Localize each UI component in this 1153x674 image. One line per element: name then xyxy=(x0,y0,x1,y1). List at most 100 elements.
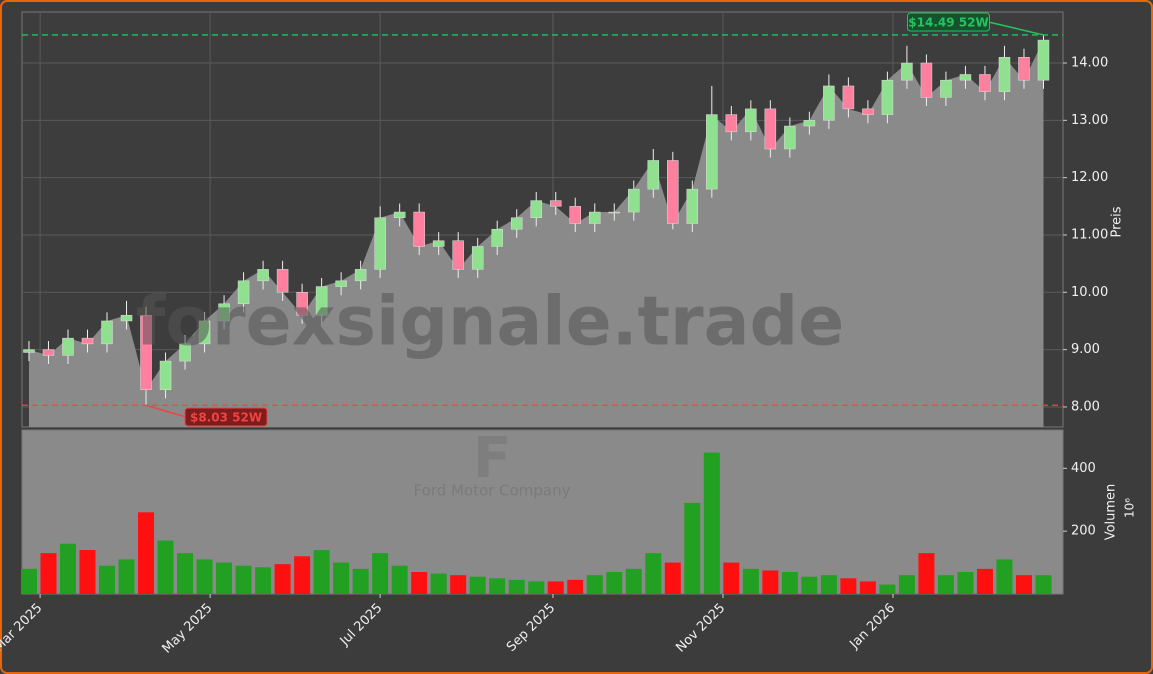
y-tick-label: 9.00 xyxy=(1071,342,1100,357)
volume-bar xyxy=(976,568,993,594)
volume-bar xyxy=(40,553,57,594)
annotation-box xyxy=(184,407,268,427)
candle-body xyxy=(959,74,972,81)
y-tick-label: 12.00 xyxy=(1071,170,1108,185)
volume-axis-label: Volumen xyxy=(1104,484,1119,541)
candle-body xyxy=(276,269,289,293)
volume-bar xyxy=(352,568,369,594)
candle-body xyxy=(81,337,94,345)
candle-body xyxy=(257,269,269,282)
volume-bar xyxy=(781,572,798,594)
annotation-arrow xyxy=(145,404,187,418)
candle-body xyxy=(667,160,679,224)
volume-bar xyxy=(138,512,155,594)
candle-body xyxy=(101,320,113,345)
candle-body xyxy=(784,125,796,150)
volume-bar xyxy=(586,575,603,594)
volume-bar xyxy=(742,568,759,594)
candle-body xyxy=(549,200,562,207)
candle-body xyxy=(179,343,191,362)
volume-bar xyxy=(528,581,545,594)
candle-body xyxy=(764,108,777,150)
annotation-box xyxy=(906,12,990,32)
marks: $14.49 52W $8.03 52W xyxy=(20,12,1063,594)
volume-bar xyxy=(820,575,837,594)
candle-body xyxy=(608,211,621,214)
volume-bar xyxy=(801,576,818,594)
candle-body xyxy=(335,280,347,287)
watermark: forexsignale.trade xyxy=(136,283,845,362)
volume-unit: 10⁶ xyxy=(1123,498,1137,518)
volume-bar xyxy=(957,572,974,594)
candle-body xyxy=(510,217,523,230)
volume-bar xyxy=(547,581,564,594)
candle-body xyxy=(159,360,172,390)
volume-bar xyxy=(372,553,389,594)
volume-bar xyxy=(99,565,116,594)
candle-body xyxy=(452,240,464,270)
volume-bar xyxy=(411,572,428,594)
volume-bar xyxy=(20,568,37,594)
volume-bar xyxy=(567,579,584,594)
volume-bar xyxy=(859,581,876,594)
volume-bar xyxy=(684,502,701,594)
volume-bar xyxy=(625,568,642,594)
candle-body xyxy=(62,337,74,356)
candle-body xyxy=(198,320,211,345)
candle-body xyxy=(569,206,581,224)
volume-bar xyxy=(255,567,272,594)
volume-bar xyxy=(294,556,311,594)
candle-body xyxy=(823,85,835,121)
candle-body xyxy=(862,108,874,115)
volume-bar xyxy=(645,553,662,594)
candle-body xyxy=(979,74,991,92)
candle-body xyxy=(745,108,757,133)
candle-body xyxy=(315,286,328,316)
candle-body xyxy=(1037,39,1050,81)
volume-bar xyxy=(664,562,681,594)
volume-bar xyxy=(508,579,525,594)
volume-bar xyxy=(59,543,76,594)
candle-body xyxy=(842,85,855,110)
candle-body xyxy=(881,79,894,115)
volume-bar xyxy=(918,553,935,594)
volume-bar xyxy=(157,540,174,594)
volume-bar xyxy=(898,575,915,594)
volume-bar xyxy=(762,570,779,594)
candle-body xyxy=(23,349,35,353)
volume-bar xyxy=(450,575,467,594)
y-tick-label: 10.00 xyxy=(1071,285,1108,300)
candle-body xyxy=(42,349,55,356)
volume-bar xyxy=(118,559,135,594)
candle-body xyxy=(140,314,152,390)
volume-bar xyxy=(703,452,720,594)
y-tick-label: 14.00 xyxy=(1071,56,1108,71)
annotation-label: $14.49 52W xyxy=(908,16,988,30)
candle-body xyxy=(998,57,1011,92)
candle-body xyxy=(413,211,425,247)
volume-bar xyxy=(469,576,486,594)
symbol-watermark: F xyxy=(473,426,511,491)
y-tick-label: 8.00 xyxy=(1071,399,1100,414)
volume-y-tick-label: 200 xyxy=(1071,524,1096,539)
volume-bar xyxy=(333,562,350,594)
candle-body xyxy=(920,62,933,98)
annotation-label: $8.03 52W xyxy=(190,411,262,425)
candle-body xyxy=(432,240,445,247)
company-watermark: Ford Motor Company xyxy=(414,482,571,500)
candle-body xyxy=(120,314,133,322)
volume-bar xyxy=(840,578,857,594)
candle-body xyxy=(393,211,406,219)
candle-body xyxy=(237,280,250,305)
y-axis-label: Preis xyxy=(1110,206,1125,237)
volume-bar xyxy=(313,550,330,594)
volume-bar xyxy=(606,572,623,594)
candle-body xyxy=(471,246,484,270)
candle-body xyxy=(530,200,542,219)
candle-body xyxy=(901,62,913,81)
candle-body xyxy=(1018,57,1030,81)
annotation-arrow xyxy=(988,21,1044,36)
volume-bar xyxy=(1015,575,1032,594)
candle-body xyxy=(647,160,660,190)
